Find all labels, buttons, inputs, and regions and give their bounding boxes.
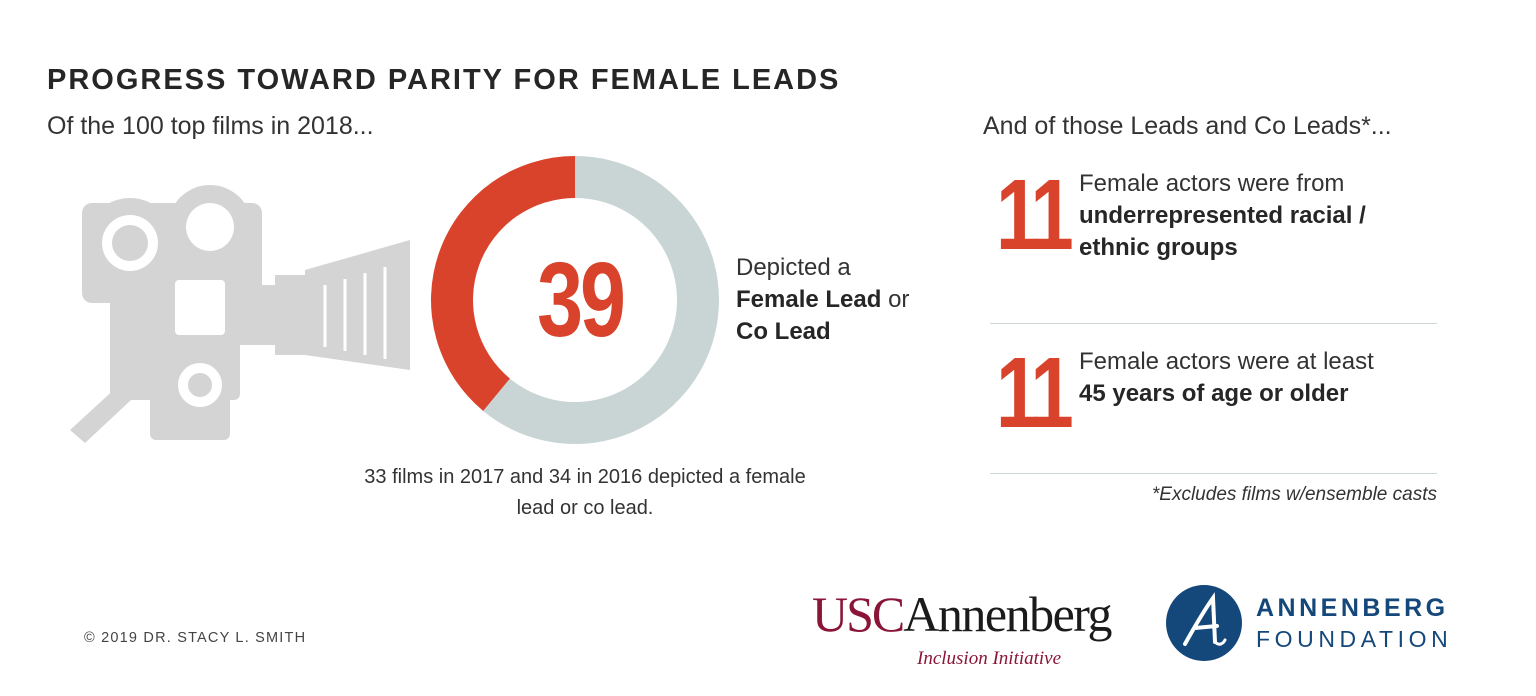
usc-logo-subtitle: Inclusion Initiative [917,648,1062,669]
subtitle-left: Of the 100 top films in 2018... [47,112,374,140]
divider [990,473,1437,474]
page-title: PROGRESS TOWARD PARITY FOR FEMALE LEADS [47,64,841,96]
stat-text-plain: Female actors were from [1079,170,1345,197]
donut-caption-bold1: Female Lead [736,286,882,313]
donut-caption: Depicted a Female Lead or Co Lead [736,252,966,348]
stat-text-plain: Female actors were at least [1079,348,1374,375]
divider [990,323,1437,324]
donut-chart [431,156,719,444]
donut-caption-bold2: Co Lead [736,318,831,345]
annenberg-a-emblem-icon [1166,585,1242,661]
footnote-left-line1: 33 films in 2017 and 34 in 2016 depicted… [364,466,806,488]
foundation-logo-line2: FOUNDATION [1256,626,1453,652]
usc-annenberg-logo: USCAnnenberg [812,585,1113,643]
donut-slice-female-lead [431,156,575,411]
subtitle-right: And of those Leads and Co Leads*... [983,112,1392,140]
film-camera-icon [70,185,410,443]
stat-text-age: Female actors were at least 45 years of … [1079,346,1479,410]
copyright: © 2019 DR. STACY L. SMITH [84,630,307,646]
usc-logo-usc: USC [812,586,905,642]
stat-number-age: 11 [996,337,1074,449]
usc-logo-annenberg: Annenberg [903,586,1112,642]
donut-caption-plain: or [881,286,910,313]
footnote-right: *Excludes films w/ensemble casts [1151,484,1437,505]
donut-caption-line1: Depicted a [736,254,851,281]
footnote-left: 33 films in 2017 and 34 in 2016 depicted… [330,462,840,524]
footnote-left-line2: lead or co lead. [516,497,654,519]
stat-text-bold: ethnic groups [1079,234,1238,261]
donut-slice-other [483,156,719,444]
stat-text-bold: 45 years of age or older [1079,380,1349,407]
foundation-logo-line1: ANNENBERG [1256,594,1449,622]
stat-text-racial: Female actors were from underrepresented… [1079,168,1479,264]
stat-number-racial: 11 [996,159,1074,271]
stat-text-bold: underrepresented racial / [1079,202,1366,229]
donut-center-value: 39 [537,241,626,359]
